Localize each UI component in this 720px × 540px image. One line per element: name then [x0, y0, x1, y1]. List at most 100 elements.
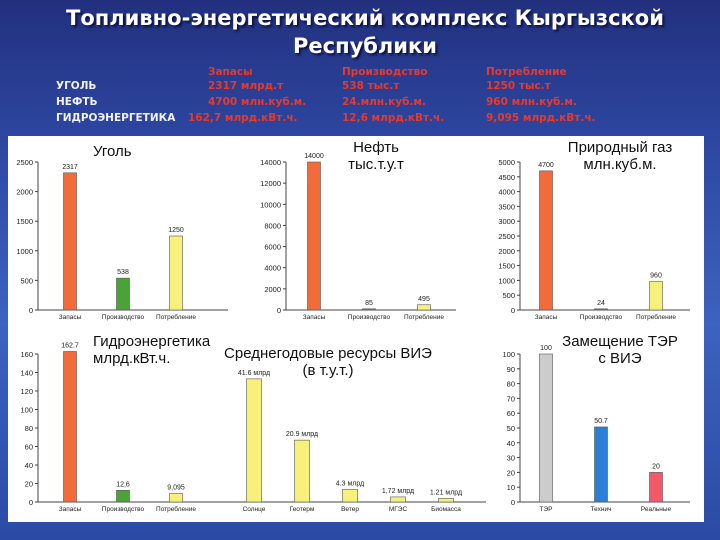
- y-tick-label: 90: [507, 365, 515, 374]
- chart-3-data-label-2: 24: [597, 300, 605, 307]
- chart-2-data-label-2: 85: [365, 300, 373, 307]
- chart-5-bar-3: [342, 488, 358, 503]
- chart-5-bar-1: [246, 378, 262, 503]
- row-oil-reserves: 4700 млн.куб.м.: [208, 96, 307, 108]
- y-tick-label: 40: [25, 461, 33, 470]
- chart-3-bar-2: [594, 308, 608, 311]
- chart-5-category-3: Ветер: [341, 506, 359, 513]
- y-tick-label: 3500: [498, 202, 515, 211]
- y-tick-label: 140: [20, 369, 33, 378]
- chart-1-category-3: Потребление: [156, 313, 196, 321]
- chart-2-data-label-1: 14000: [304, 153, 324, 160]
- chart-5-category-2: Геотерм: [290, 506, 315, 513]
- chart-6-category-2: Технич: [591, 506, 612, 513]
- chart-1-data-label-2: 538: [117, 269, 129, 276]
- row-coal-consumption: 1250 тыс.т: [486, 80, 551, 92]
- chart-5-data-label-5: 1.21 млрд: [430, 489, 462, 496]
- chart-4-data-label-3: 9,095: [167, 485, 185, 492]
- y-tick-label: 2000: [264, 285, 281, 294]
- y-tick-label: 4500: [498, 173, 515, 182]
- chart-3-data-label-1: 4700: [538, 162, 554, 169]
- title-line-2: Республики: [292, 34, 437, 58]
- chart-5-data-label-3: 4.3 млрд: [336, 480, 364, 487]
- header-consumption: Потребление: [486, 66, 567, 78]
- row-oil-production: 24.млн.куб.м.: [342, 96, 426, 108]
- header-production: Производство: [342, 66, 428, 78]
- chart-3-category-1: Запасы: [535, 314, 558, 321]
- page-title: Топливно-энергетический комплекс Кыргызс…: [40, 4, 690, 60]
- y-tick-label: 1500: [498, 262, 515, 271]
- y-tick-label: 80: [507, 380, 515, 389]
- chart-4-bar-2: [116, 490, 130, 503]
- chart-3-bar-3: [649, 281, 663, 311]
- y-tick-label: 80: [25, 424, 33, 433]
- chart-2-data-label-3: 495: [418, 296, 430, 303]
- y-tick-label: 2000: [16, 188, 33, 197]
- row-hydro-consumption: 9,095 млрд.кВт.ч.: [486, 112, 596, 124]
- chart-5-bar-2: [294, 439, 310, 503]
- y-tick-label: 1000: [498, 276, 515, 285]
- chart-4-category-2: Производство: [102, 506, 145, 513]
- y-tick-label: 2000: [498, 247, 515, 256]
- y-tick-label: 40: [507, 439, 515, 448]
- chart-2-title-1: Нефть: [353, 139, 399, 156]
- y-tick-label: 160: [20, 350, 33, 359]
- chart-5-data-label-1: 41.6 млрд: [238, 370, 270, 377]
- row-hydro-reserves: 162,7 млрд.кВт.ч.: [188, 112, 298, 124]
- chart-2-category-1: Запасы: [303, 314, 326, 321]
- chart-1: Уголь 0 500 1000 1500 2000 2500 2317 Запасы 538 Пр…: [16, 143, 228, 321]
- y-tick-label: 30: [507, 454, 515, 463]
- chart-6-category-1: ТЭР: [540, 506, 553, 513]
- chart-2-bar-1: [307, 161, 321, 311]
- y-tick-label: 6000: [264, 243, 281, 252]
- chart-1-category-2: Производство: [102, 314, 145, 321]
- chart-4-title-2: млрд.кВт.ч.: [93, 350, 170, 367]
- chart-5-title-2: (в т.у.т.): [302, 362, 353, 379]
- y-tick-label: 0: [511, 306, 515, 315]
- chart-5-title-1: Среднегодовые ресурсы ВИЭ: [224, 345, 432, 362]
- y-tick-label: 1500: [16, 217, 33, 226]
- chart-6-data-label-2: 50.7: [594, 418, 608, 425]
- y-tick-label: 0: [29, 306, 33, 315]
- chart-2-bar-2: [362, 308, 376, 311]
- chart-1-data-label-1: 2317: [62, 164, 78, 171]
- y-tick-label: 3000: [498, 217, 515, 226]
- chart-4-data-label-2: 12,6: [116, 481, 130, 488]
- chart-2-category-2: Производство: [348, 314, 391, 321]
- row-coal-production: 538 тыс.т: [342, 80, 400, 92]
- y-tick-label: 10000: [260, 200, 281, 209]
- chart-2-title-2: тыс.т.у.т: [348, 156, 404, 173]
- chart-1-data-label-3: 1250: [168, 227, 184, 234]
- chart-5: Среднегодовые ресурсы ВИЭ(в т.у.т.) 41.6 …: [224, 345, 486, 513]
- chart-4-bar-3: [169, 493, 183, 503]
- y-tick-label: 8000: [264, 221, 281, 230]
- chart-3-bar-1: [539, 170, 553, 311]
- y-tick-label: 2500: [16, 158, 33, 167]
- y-tick-label: 20: [25, 480, 33, 489]
- y-tick-label: 500: [502, 291, 515, 300]
- row-oil-consumption: 960 млн.куб.м.: [486, 96, 577, 108]
- y-tick-label: 12000: [260, 179, 281, 188]
- chart-6-bar-3: [649, 472, 663, 503]
- chart-4-data-label-1: 162.7: [61, 343, 79, 350]
- y-tick-label: 100: [20, 406, 33, 415]
- chart-5-category-5: Биомасса: [431, 506, 461, 513]
- chart-5-category-1: Солнце: [243, 506, 266, 513]
- chart-3-title-1: Природный газ: [568, 139, 673, 156]
- y-tick-label: 0: [29, 498, 33, 507]
- y-tick-label: 60: [507, 409, 515, 418]
- chart-5-bar-5: [438, 498, 454, 503]
- y-tick-label: 120: [20, 387, 33, 396]
- chart-4-bar-1: [63, 351, 77, 503]
- chart-4-category-3: Потребление: [156, 505, 196, 513]
- chart-5-category-4: МГЭС: [389, 506, 408, 513]
- chart-2-bar-3: [417, 304, 431, 311]
- chart-3-category-3: Потребление: [636, 313, 676, 321]
- y-tick-label: 4000: [264, 264, 281, 273]
- chart-1-category-1: Запасы: [59, 314, 82, 321]
- title-line-1: Топливно-энергетический комплекс Кыргызс…: [66, 6, 664, 30]
- y-tick-label: 0: [511, 498, 515, 507]
